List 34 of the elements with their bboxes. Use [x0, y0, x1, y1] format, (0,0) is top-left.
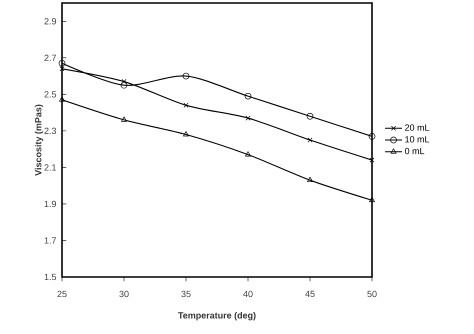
point	[183, 131, 189, 136]
y-tick-label: 2.5	[44, 91, 56, 98]
x-tick-label: 35	[181, 290, 191, 298]
point	[60, 66, 64, 72]
point	[182, 72, 190, 80]
point	[121, 116, 127, 122]
y-tick-label: 1.7	[44, 237, 56, 244]
x-axis-title: Temperature (deg)	[178, 312, 256, 320]
point	[246, 116, 250, 121]
x-tick-label: 30	[119, 290, 129, 298]
point	[184, 102, 188, 108]
y-axis-title: Viscosity (mPas)	[34, 104, 44, 176]
x-tick-label: 50	[367, 290, 377, 298]
point	[244, 92, 252, 100]
point	[58, 60, 66, 67]
y-tick-label: 1.5	[44, 274, 56, 280]
point	[370, 158, 374, 163]
x-tick-label: 40	[243, 290, 253, 298]
legend-label: 0 mL	[404, 148, 424, 154]
point	[245, 151, 251, 156]
point	[368, 133, 376, 140]
x-tick-label: 45	[305, 290, 315, 298]
legend-label: 20 mL	[405, 124, 430, 131]
y-tick-label: 2.1	[44, 164, 56, 171]
point	[307, 176, 313, 182]
y-tick-label: 2.7	[44, 54, 56, 61]
y-tick-label: 2.3	[44, 128, 56, 134]
x-tick-label: 25	[57, 290, 67, 298]
point	[120, 82, 128, 89]
legend-label: 10 mL	[405, 136, 430, 142]
y-tick-label: 1.9	[44, 200, 56, 208]
point	[306, 112, 314, 120]
point	[308, 138, 312, 142]
y-tick-label: 2.9	[44, 18, 56, 24]
